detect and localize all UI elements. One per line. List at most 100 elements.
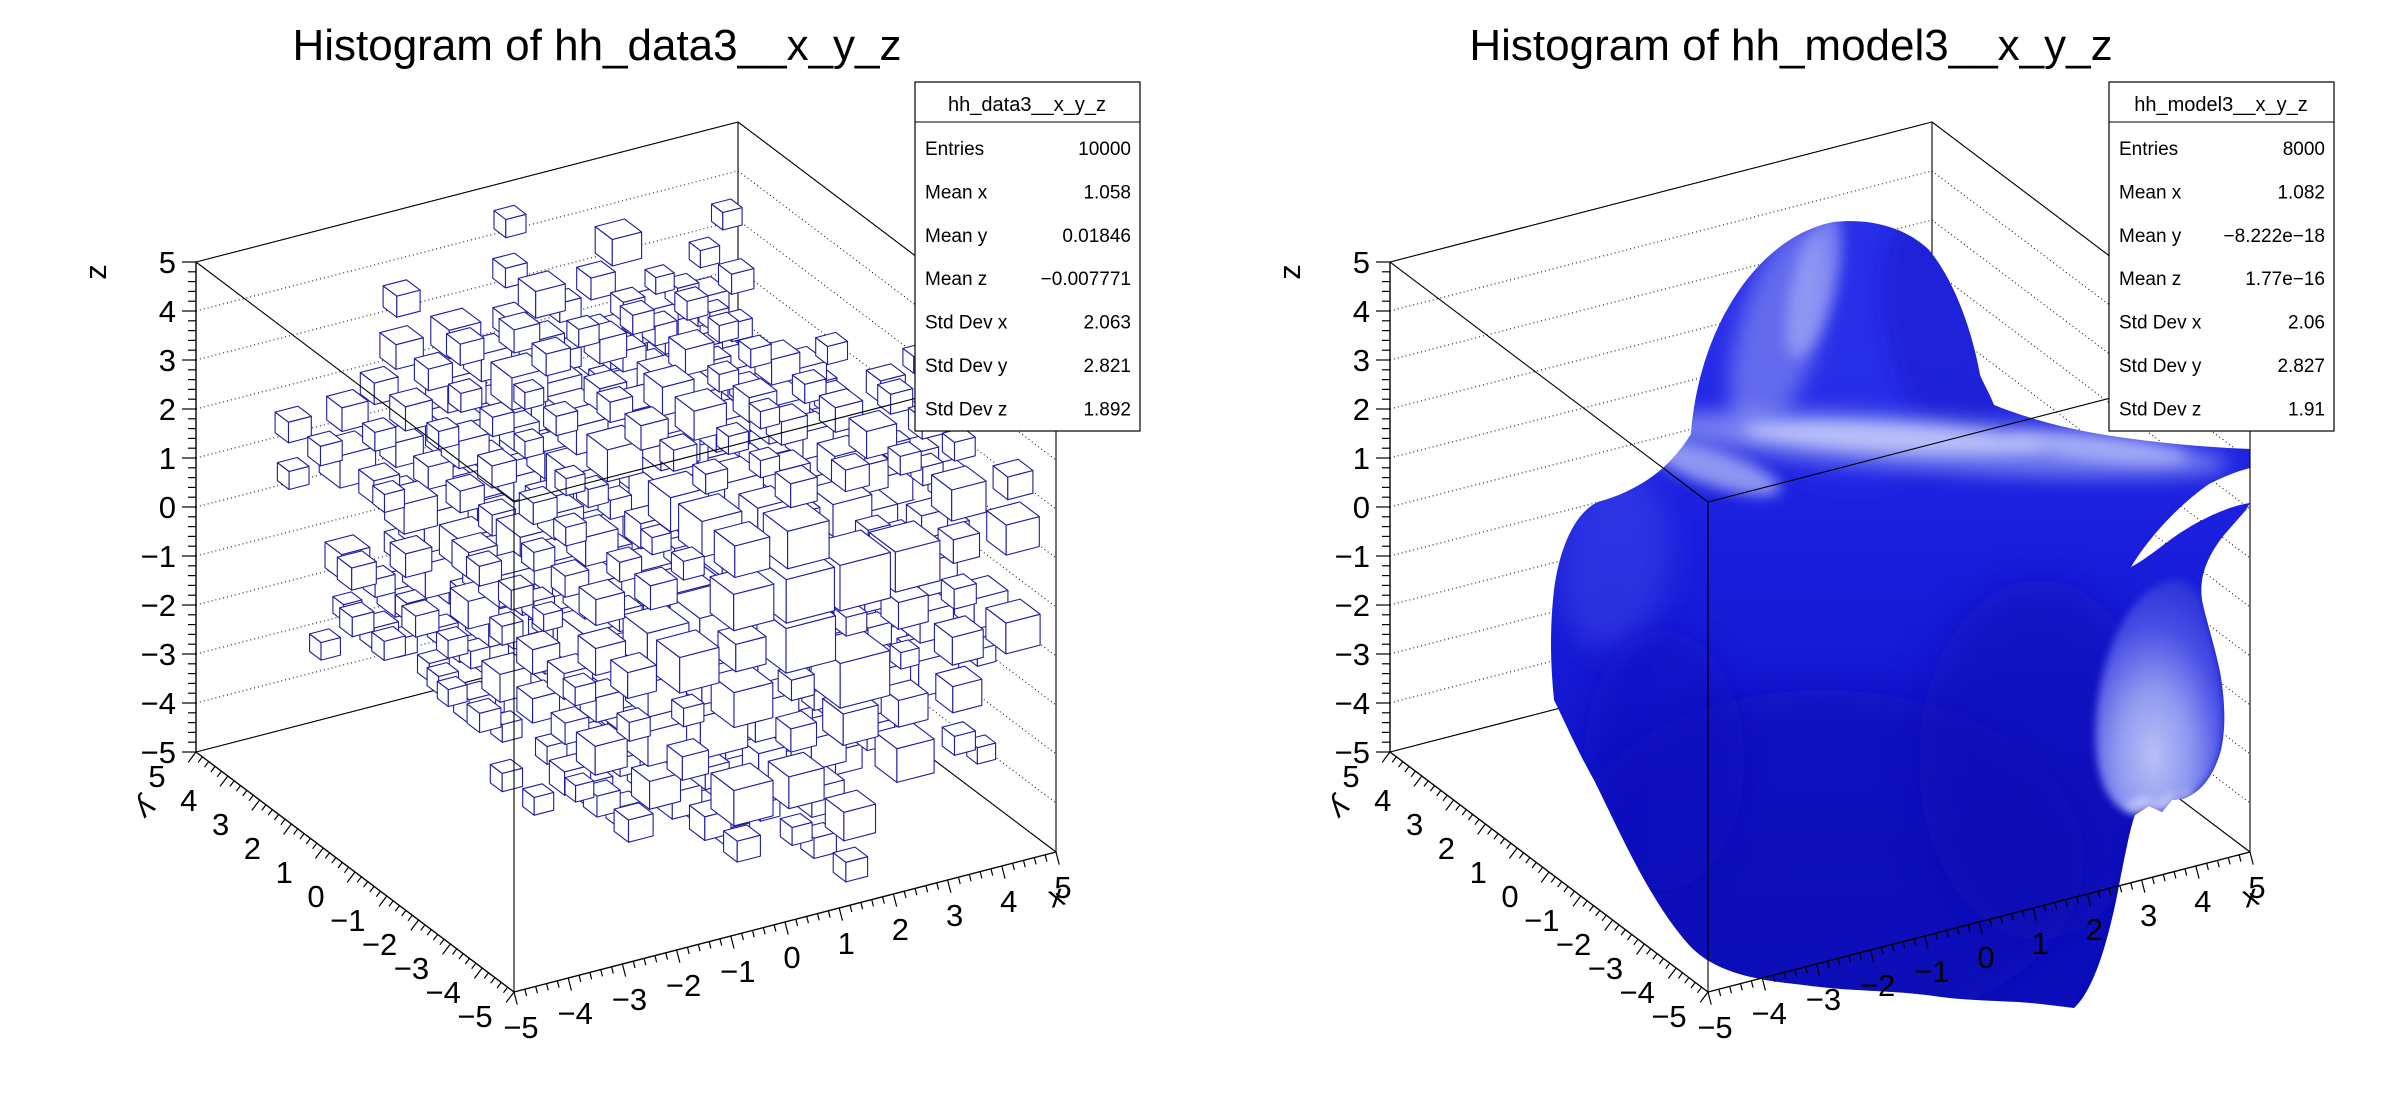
isosurface-shade	[2009, 432, 2189, 464]
stats-title: hh_data3__x_y_z	[948, 94, 1106, 116]
isosurface-shade	[1558, 470, 1670, 650]
histogram-box-face	[674, 388, 727, 412]
x-major-tick	[838, 907, 844, 921]
pad-left: −5 −4 −3 −2 −1 0 1 2 3 4 5 z −5 −4 −3 −2 −1 0 1 2 3 4 5 y −5 −4 −3…	[78, 21, 1141, 1045]
x-minor-tick	[914, 888, 918, 896]
stats-row-value: 2.063	[1083, 313, 1131, 334]
x-minor-tick	[1022, 860, 1026, 868]
isosurface-shade	[2124, 788, 2194, 813]
x-minor-tick	[2206, 863, 2209, 871]
histogram-box-face	[532, 600, 563, 616]
y-minor-tick	[388, 900, 394, 907]
histogram-box-face	[372, 479, 405, 496]
y-minor-tick	[312, 842, 318, 850]
stats-title: hh_model3__x_y_z	[2134, 94, 2307, 116]
x-major-tick	[621, 963, 627, 977]
z-tick-label: 2	[1353, 392, 1370, 427]
stats-row-label: Mean x	[925, 182, 988, 203]
histogram-box-face	[666, 738, 710, 758]
y-minor-tick	[1461, 809, 1467, 816]
x-minor-tick	[654, 955, 658, 963]
x-major-tick	[892, 893, 898, 907]
histogram-box-face	[309, 628, 341, 644]
y-tick-label: 3	[212, 807, 229, 842]
stats-row-value: 1.77e−16	[2245, 269, 2325, 290]
x-tick-label: 4	[1000, 884, 1017, 919]
y-minor-tick	[261, 804, 267, 811]
y-minor-tick	[1614, 924, 1620, 931]
z-tick-label: −4	[141, 686, 176, 721]
x-minor-tick	[2097, 891, 2101, 899]
histogram-box-face	[430, 307, 482, 331]
x-minor-tick	[545, 983, 549, 991]
x-minor-tick	[806, 916, 810, 924]
x-minor-tick	[1902, 941, 1906, 949]
box3d-content	[274, 198, 1041, 883]
x-minor-tick	[979, 871, 983, 879]
y-minor-tick	[293, 828, 299, 835]
histogram-box-face	[824, 789, 877, 813]
y-minor-tick	[1436, 790, 1442, 797]
y-major-tick	[1604, 919, 1614, 931]
stats-row-label: Std Dev y	[2119, 356, 2202, 377]
histogram-box-face	[671, 693, 705, 709]
z-tick-label: 2	[159, 392, 176, 427]
x-minor-tick	[903, 891, 907, 899]
x-minor-tick	[535, 986, 539, 994]
x-tick-label: 3	[946, 898, 963, 933]
y-minor-tick	[433, 934, 439, 941]
axis-z: −5 −4 −3 −2 −1 0 1 2 3 4 5 z	[78, 245, 197, 770]
z-tick-label: 5	[159, 245, 176, 280]
histogram-box-face	[774, 464, 818, 485]
x-minor-tick	[936, 882, 940, 890]
isosurface-content	[1551, 221, 2250, 1008]
x-minor-tick	[2075, 896, 2079, 904]
histogram-box-face	[710, 198, 743, 214]
x-minor-tick	[1967, 924, 1971, 932]
histogram-box-face	[865, 363, 906, 382]
histogram-box-face	[477, 448, 517, 467]
y-minor-tick	[216, 770, 222, 778]
y-minor-tick	[471, 962, 477, 970]
histogram-box-face	[389, 534, 433, 555]
y-minor-tick	[210, 766, 216, 773]
y-minor-tick	[1404, 766, 1410, 773]
y-minor-tick	[1633, 938, 1639, 946]
y-tick-label: −4	[426, 975, 461, 1010]
frame-edge	[195, 261, 515, 503]
histogram-box-face	[596, 385, 634, 403]
stats-row-label: Std Dev y	[925, 356, 1008, 377]
y-major-tick	[314, 847, 324, 859]
y-minor-tick	[375, 890, 381, 898]
stats-row-value: 1.058	[1083, 182, 1131, 203]
y-minor-tick	[483, 972, 490, 979]
stats-row-label: Mean z	[2119, 269, 2181, 290]
x-tick-label: −1	[720, 954, 755, 989]
stats-row-value: 1.91	[2288, 399, 2325, 420]
histogram-box-face	[935, 665, 983, 688]
histogram-box-face	[575, 723, 628, 747]
z-axis-title: z	[1272, 264, 1307, 280]
y-minor-tick	[204, 761, 210, 768]
histogram-box-face	[497, 574, 534, 591]
histogram-box-face	[436, 675, 468, 691]
y-tick-label: 5	[1342, 759, 1359, 794]
histogram-box-face	[670, 546, 705, 562]
histogram-box-face	[748, 446, 781, 462]
y-minor-tick	[490, 977, 496, 984]
y-tick-label: −2	[1556, 927, 1591, 962]
z-tick-label: −5	[1335, 735, 1370, 770]
y-major-tick	[410, 919, 420, 931]
histogram-box-face	[498, 311, 541, 331]
histogram-box-face	[723, 824, 761, 842]
histogram-box-face	[941, 721, 976, 737]
x-minor-tick	[1794, 969, 1798, 977]
stats-row-value: 10000	[1078, 139, 1131, 160]
x-minor-tick	[827, 910, 831, 918]
histogram-box-face	[553, 512, 587, 528]
x-tick-label: 0	[1977, 940, 1994, 975]
y-minor-tick	[1627, 934, 1633, 941]
histogram-box-face	[550, 705, 590, 724]
y-tick-label: −1	[330, 903, 365, 938]
z-tick-label: −2	[141, 588, 176, 623]
